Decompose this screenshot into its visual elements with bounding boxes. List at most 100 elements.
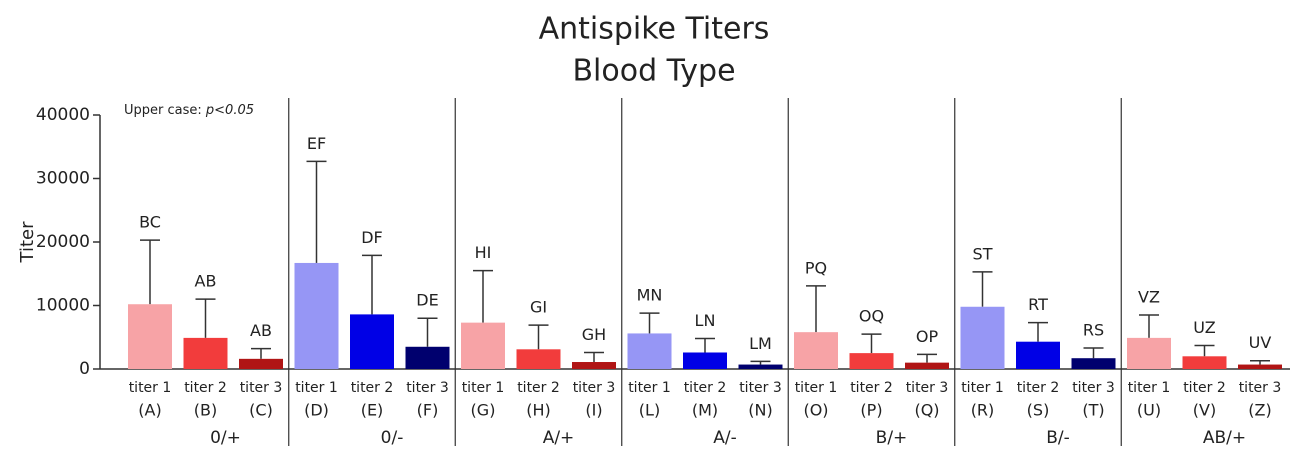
chart-subtitle: Blood Type [572,54,735,89]
bar [572,362,616,369]
bar [461,322,505,369]
annotation-emphasis: p<0.05 [205,103,254,118]
x-tick-code: (U) [1137,401,1161,420]
x-tick-code: (L) [639,401,660,420]
bar [905,362,949,369]
x-tick-code: (M) [692,401,718,420]
annotation: Upper case: p<0.05 [124,103,254,118]
significance-letters: LN [695,311,716,330]
significance-letters: GH [582,325,606,344]
x-tick-code: (Z) [1248,401,1271,420]
bar [294,262,339,369]
x-tick-code: (B) [194,401,217,420]
bar [627,333,672,369]
significance-letters: GI [530,298,547,317]
x-tick-code: (I) [585,401,602,420]
bar [1071,358,1116,369]
x-tick-code: (T) [1082,401,1104,420]
chart-title: Antispike Titers [539,12,770,47]
bar [683,352,727,369]
bar [405,346,450,369]
x-tick-label: titer 2 [1017,380,1060,396]
group-label: AB/+ [1203,428,1246,448]
bar [794,332,838,369]
y-tick-label: 0 [79,359,90,379]
bar [239,358,283,369]
x-tick-label: titer 3 [406,380,449,396]
y-tick-label: 40000 [36,105,90,125]
bar [128,304,172,369]
group-label: 0/+ [210,428,241,448]
x-tick-label: titer 2 [850,380,893,396]
significance-letters: AB [250,321,272,340]
y-axis-label: Titer [17,221,38,264]
x-tick-code: (E) [361,401,384,420]
bar [350,314,394,369]
significance-letters: OQ [859,307,884,326]
significance-letters: AB [195,272,217,291]
significance-letters: DF [361,228,383,247]
x-tick-label: titer 1 [628,380,671,396]
annotation-text: Upper case: [124,103,202,118]
x-tick-label: titer 2 [184,380,227,396]
x-tick-label: titer 3 [240,380,283,396]
group-label: B/+ [876,428,908,448]
bar [1238,364,1282,369]
x-tick-label: titer 1 [795,380,838,396]
x-tick-label: titer 1 [961,380,1004,396]
x-tick-code: (C) [249,401,273,420]
x-tick-label: titer 2 [351,380,394,396]
x-tick-label: titer 3 [1072,380,1115,396]
x-tick-code: (O) [803,401,828,420]
x-tick-code: (R) [971,401,995,420]
y-tick-label: 10000 [36,296,90,316]
significance-letters: DE [416,291,438,310]
bar [738,364,783,369]
x-tick-label: titer 3 [573,380,616,396]
significance-letters: MN [637,286,663,305]
group-label: B/- [1046,428,1070,448]
significance-letters: RT [1028,295,1048,314]
x-tick-label: titer 3 [739,380,782,396]
x-tick-label: titer 3 [906,380,949,396]
x-tick-label: titer 1 [129,380,172,396]
x-tick-label: titer 2 [684,380,727,396]
significance-letters: UZ [1193,318,1215,337]
x-tick-label: titer 2 [1183,380,1226,396]
x-tick-label: titer 1 [462,380,505,396]
y-tick-label: 20000 [36,232,90,252]
group-label: A/+ [543,428,575,448]
group-label: A/- [713,428,737,448]
x-tick-code: (H) [526,401,551,420]
x-tick-code: (G) [471,401,496,420]
x-tick-label: titer 1 [1128,380,1171,396]
x-tick-label: titer 2 [517,380,560,396]
bar [849,353,894,369]
x-tick-code: (V) [1193,401,1216,420]
significance-letters: LM [749,334,772,353]
group-label: 0/- [381,428,404,448]
significance-letters: HI [475,243,492,262]
x-tick-code: (D) [304,401,329,420]
bar [1016,341,1060,369]
bar [1182,356,1227,369]
x-tick-code: (N) [748,401,772,420]
x-tick-label: titer 3 [1239,380,1282,396]
x-tick-code: (Q) [914,401,939,420]
significance-letters: ST [973,244,993,263]
x-tick-code: (A) [138,401,161,420]
y-tick-label: 30000 [36,169,90,189]
significance-letters: OP [916,327,939,346]
bar [516,349,561,369]
significance-letters: RS [1083,321,1104,340]
bar [960,306,1005,369]
significance-letters: UV [1249,333,1272,352]
significance-letters: EF [307,134,326,153]
x-tick-label: titer 1 [295,380,338,396]
bar [183,337,228,369]
x-tick-code: (P) [860,401,882,420]
x-tick-code: (S) [1027,401,1050,420]
x-tick-code: (F) [417,401,439,420]
significance-letters: VZ [1138,288,1160,307]
